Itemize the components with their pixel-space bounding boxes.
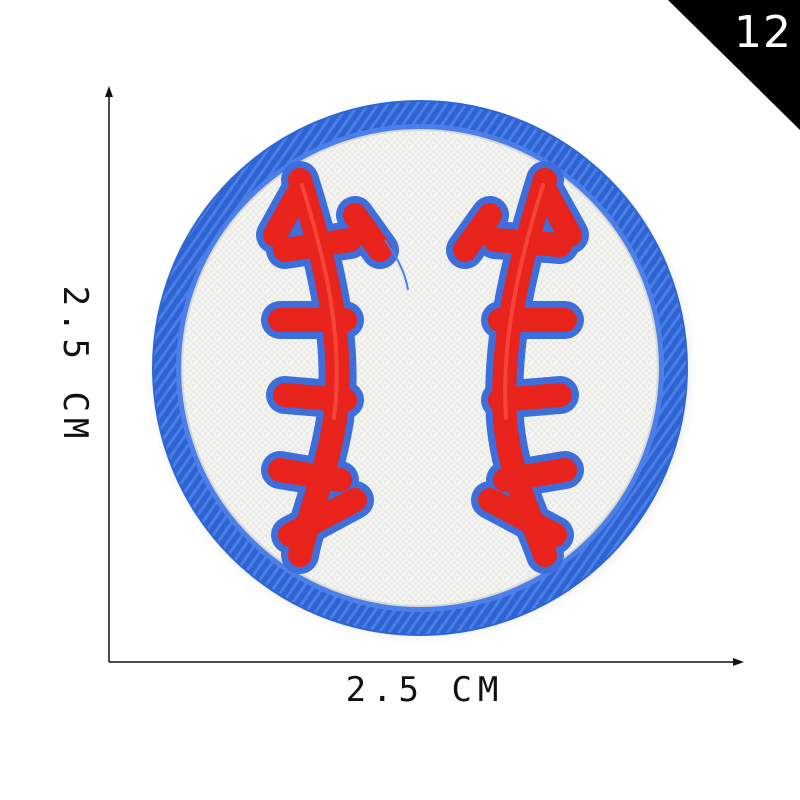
height-dimension-label: 2.5 CM xyxy=(55,285,95,445)
loose-thread xyxy=(384,239,409,291)
dimension-axes xyxy=(105,86,744,666)
corner-badge-number: 12 xyxy=(734,7,792,58)
corner-badge-shape xyxy=(668,0,800,130)
baseball-patch xyxy=(146,100,698,644)
width-dimension-label: 2.5 CM xyxy=(345,670,505,710)
left-seam-stitching xyxy=(256,161,399,574)
right-seam-stitching xyxy=(446,161,589,574)
